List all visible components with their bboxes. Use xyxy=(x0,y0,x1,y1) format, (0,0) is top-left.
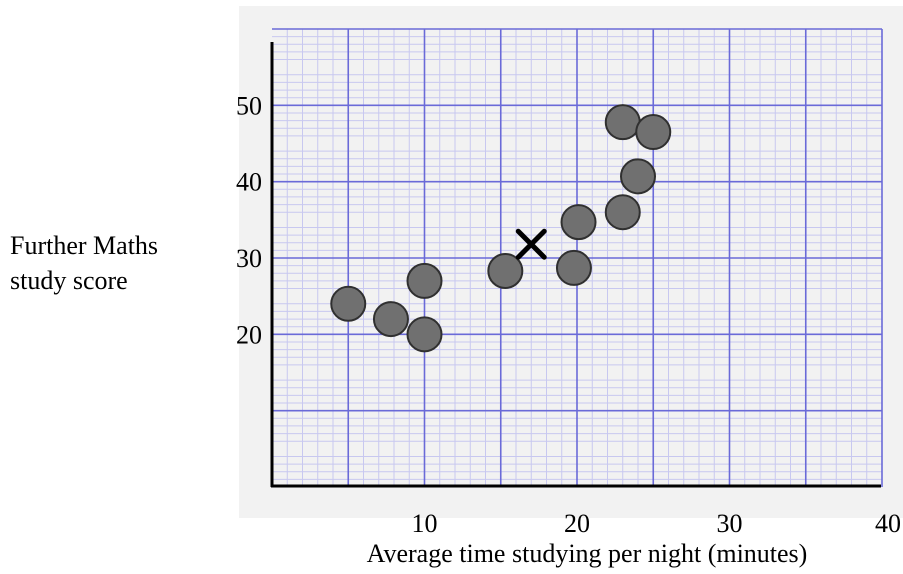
x-tick-label: 20 xyxy=(564,509,590,538)
data-point xyxy=(560,204,597,241)
y-tick-label: 50 xyxy=(236,91,262,120)
data-point xyxy=(330,285,367,322)
data-point xyxy=(372,301,409,338)
y-tick-label: 20 xyxy=(236,320,262,349)
x-tick-label: 40 xyxy=(875,509,901,538)
y-axis-label-line-1: Further Maths xyxy=(10,231,158,260)
data-point xyxy=(604,104,641,141)
x-tick-label: 10 xyxy=(412,509,438,538)
data-point xyxy=(406,262,443,299)
x-tick-labels: 10 20 30 40 xyxy=(412,509,902,538)
x-tick-label: 30 xyxy=(717,509,743,538)
data-points xyxy=(330,104,672,353)
data-point xyxy=(406,316,443,353)
data-point xyxy=(604,194,641,231)
y-axis-label-line-2: study score xyxy=(10,266,128,295)
x-axis-label: Average time studying per night (minutes… xyxy=(367,539,808,568)
x-marker xyxy=(515,228,547,260)
data-point xyxy=(620,158,656,195)
data-point xyxy=(555,249,592,286)
data-point xyxy=(635,114,672,151)
data-point xyxy=(487,252,524,289)
y-tick-label: 40 xyxy=(236,168,262,197)
y-tick-labels: 20 30 40 50 xyxy=(236,91,262,349)
y-tick-label: 30 xyxy=(236,244,262,273)
x-marker-stroke xyxy=(515,228,547,260)
